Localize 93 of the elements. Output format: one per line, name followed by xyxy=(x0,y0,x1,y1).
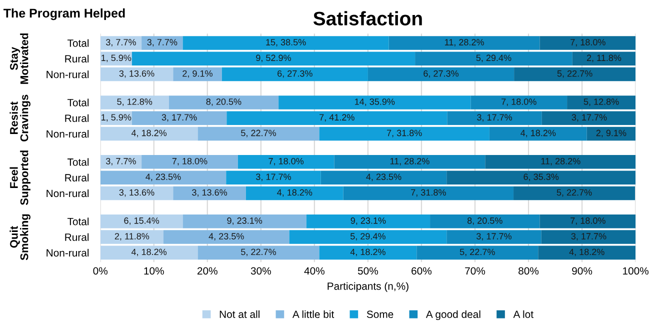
y-tick-label: Total xyxy=(67,218,89,226)
data-label: 3, 17.7% xyxy=(572,114,607,122)
x-tick-label: 10% xyxy=(144,267,164,275)
data-label: 3, 17.7% xyxy=(477,114,512,122)
y-tick-label: Non-rural xyxy=(46,248,89,257)
data-label: 7, 18.0% xyxy=(172,158,208,166)
x-tick-label: 80% xyxy=(518,267,539,275)
data-label: 4, 18.2% xyxy=(277,189,312,197)
data-label: 7, 18.0% xyxy=(268,158,304,166)
y-tick-label: Rural xyxy=(65,233,89,241)
data-label: 4, 23.5% xyxy=(146,174,181,182)
x-tick-label: 30% xyxy=(250,267,271,275)
data-label: 7, 18.0% xyxy=(570,39,606,46)
legend-label: A good deal xyxy=(426,310,480,320)
data-label: 4, 18.2% xyxy=(569,248,604,256)
y-tick-label: Non-rural xyxy=(46,189,89,198)
y-tick-label: Non-rural xyxy=(46,70,89,78)
data-label: 5, 29.4% xyxy=(350,233,386,241)
data-label: 2, 11.8% xyxy=(114,233,150,241)
data-label: 2, 9.1% xyxy=(182,70,212,78)
y-tick-label: Rural xyxy=(65,174,89,182)
data-label: 5, 22.7% xyxy=(460,248,495,256)
x-tick-label: 60% xyxy=(412,267,432,275)
y-tick-label: Rural xyxy=(65,114,89,122)
data-label: 3, 7.7% xyxy=(106,158,136,166)
data-label: 5, 22.7% xyxy=(241,130,276,138)
data-label: 11, 28.2% xyxy=(541,158,580,166)
data-label: 1, 5.9% xyxy=(102,114,132,122)
y-tick-label: Rural xyxy=(65,54,89,63)
data-label: 7, 18.0% xyxy=(570,217,606,225)
data-label: 5, 12.8% xyxy=(584,98,619,106)
text: Quit Smoking xyxy=(10,214,30,260)
data-label: 14, 35.9% xyxy=(355,98,395,106)
data-label: 6, 27.3% xyxy=(424,70,458,78)
x-tick-label: 100% xyxy=(623,267,648,275)
text: Stay Motivated xyxy=(10,33,28,84)
data-label: 5, 22.7% xyxy=(557,70,592,78)
data-label: 5, 12.8% xyxy=(117,98,152,106)
data-label: 1, 5.9% xyxy=(102,54,132,62)
data-label: 6, 35.3% xyxy=(524,174,559,182)
x-tick-label: 20% xyxy=(197,267,218,275)
y-tick-label: Total xyxy=(67,158,89,166)
data-label: 3, 7.7% xyxy=(147,39,178,46)
legend-label: Some xyxy=(366,310,394,318)
data-label: 2, 11.8% xyxy=(586,54,622,62)
x-tick-label: 50% xyxy=(358,267,378,275)
data-label: 3, 13.6% xyxy=(119,189,154,197)
text: The Program Helped xyxy=(3,8,125,20)
x-tick-label: 90% xyxy=(572,267,592,275)
text: Resist Cravings xyxy=(10,94,30,142)
legend-label: A little bit xyxy=(292,310,334,318)
data-label: 3, 17.7% xyxy=(476,233,512,241)
data-label: 15, 38.5% xyxy=(266,39,306,46)
data-label: 7, 31.8% xyxy=(386,130,422,138)
data-label: 4, 18.2% xyxy=(350,248,386,256)
data-label: 7, 31.8% xyxy=(411,189,446,197)
data-label: 4, 23.5% xyxy=(366,174,402,182)
legend-label: A lot xyxy=(513,310,534,318)
y-tick-label: Total xyxy=(67,39,89,47)
data-label: 5, 29.4% xyxy=(476,54,512,62)
data-label: 4, 23.5% xyxy=(208,233,244,241)
y-tick-label: Non-rural xyxy=(46,130,89,138)
x-tick-label: 0% xyxy=(93,267,108,275)
data-label: 3, 7.7% xyxy=(106,39,136,46)
data-label: 3, 17.7% xyxy=(256,174,291,182)
chart-title: Satisfaction xyxy=(313,11,422,26)
text: Feel Supported xyxy=(10,150,30,206)
data-label: 6, 15.4% xyxy=(124,217,160,225)
x-axis-title: Participants (n,%) xyxy=(328,282,408,292)
x-tick-label: 40% xyxy=(304,267,324,275)
data-label: 3, 13.6% xyxy=(119,70,154,78)
data-label: 7, 18.0% xyxy=(502,98,536,106)
data-label: 11, 28.2% xyxy=(444,39,484,46)
data-label: 6, 27.3% xyxy=(278,70,312,78)
data-label: 4, 18.2% xyxy=(131,130,167,138)
data-label: 9, 23.1% xyxy=(227,217,262,225)
data-label: 3, 17.7% xyxy=(571,233,606,241)
data-label: 2, 9.1% xyxy=(596,130,626,138)
data-label: 7, 41.2% xyxy=(320,114,354,122)
legend-label: Not at all xyxy=(220,310,260,318)
data-label: 4, 18.2% xyxy=(131,248,167,256)
data-label: 3, 17.7% xyxy=(162,114,197,122)
data-label: 9, 23.1% xyxy=(350,217,386,225)
data-label: 5, 22.7% xyxy=(241,248,276,256)
data-label: 4, 18.2% xyxy=(520,130,556,138)
data-label: 11, 28.2% xyxy=(390,158,430,166)
y-tick-label: Total xyxy=(67,98,89,106)
data-label: 5, 22.7% xyxy=(556,189,592,197)
x-tick-label: 70% xyxy=(465,267,486,275)
data-label: 3, 13.6% xyxy=(192,189,228,197)
data-label: 9, 52.9% xyxy=(256,54,291,62)
data-label: 8, 20.5% xyxy=(206,98,242,106)
data-label: 8, 20.5% xyxy=(467,217,502,225)
